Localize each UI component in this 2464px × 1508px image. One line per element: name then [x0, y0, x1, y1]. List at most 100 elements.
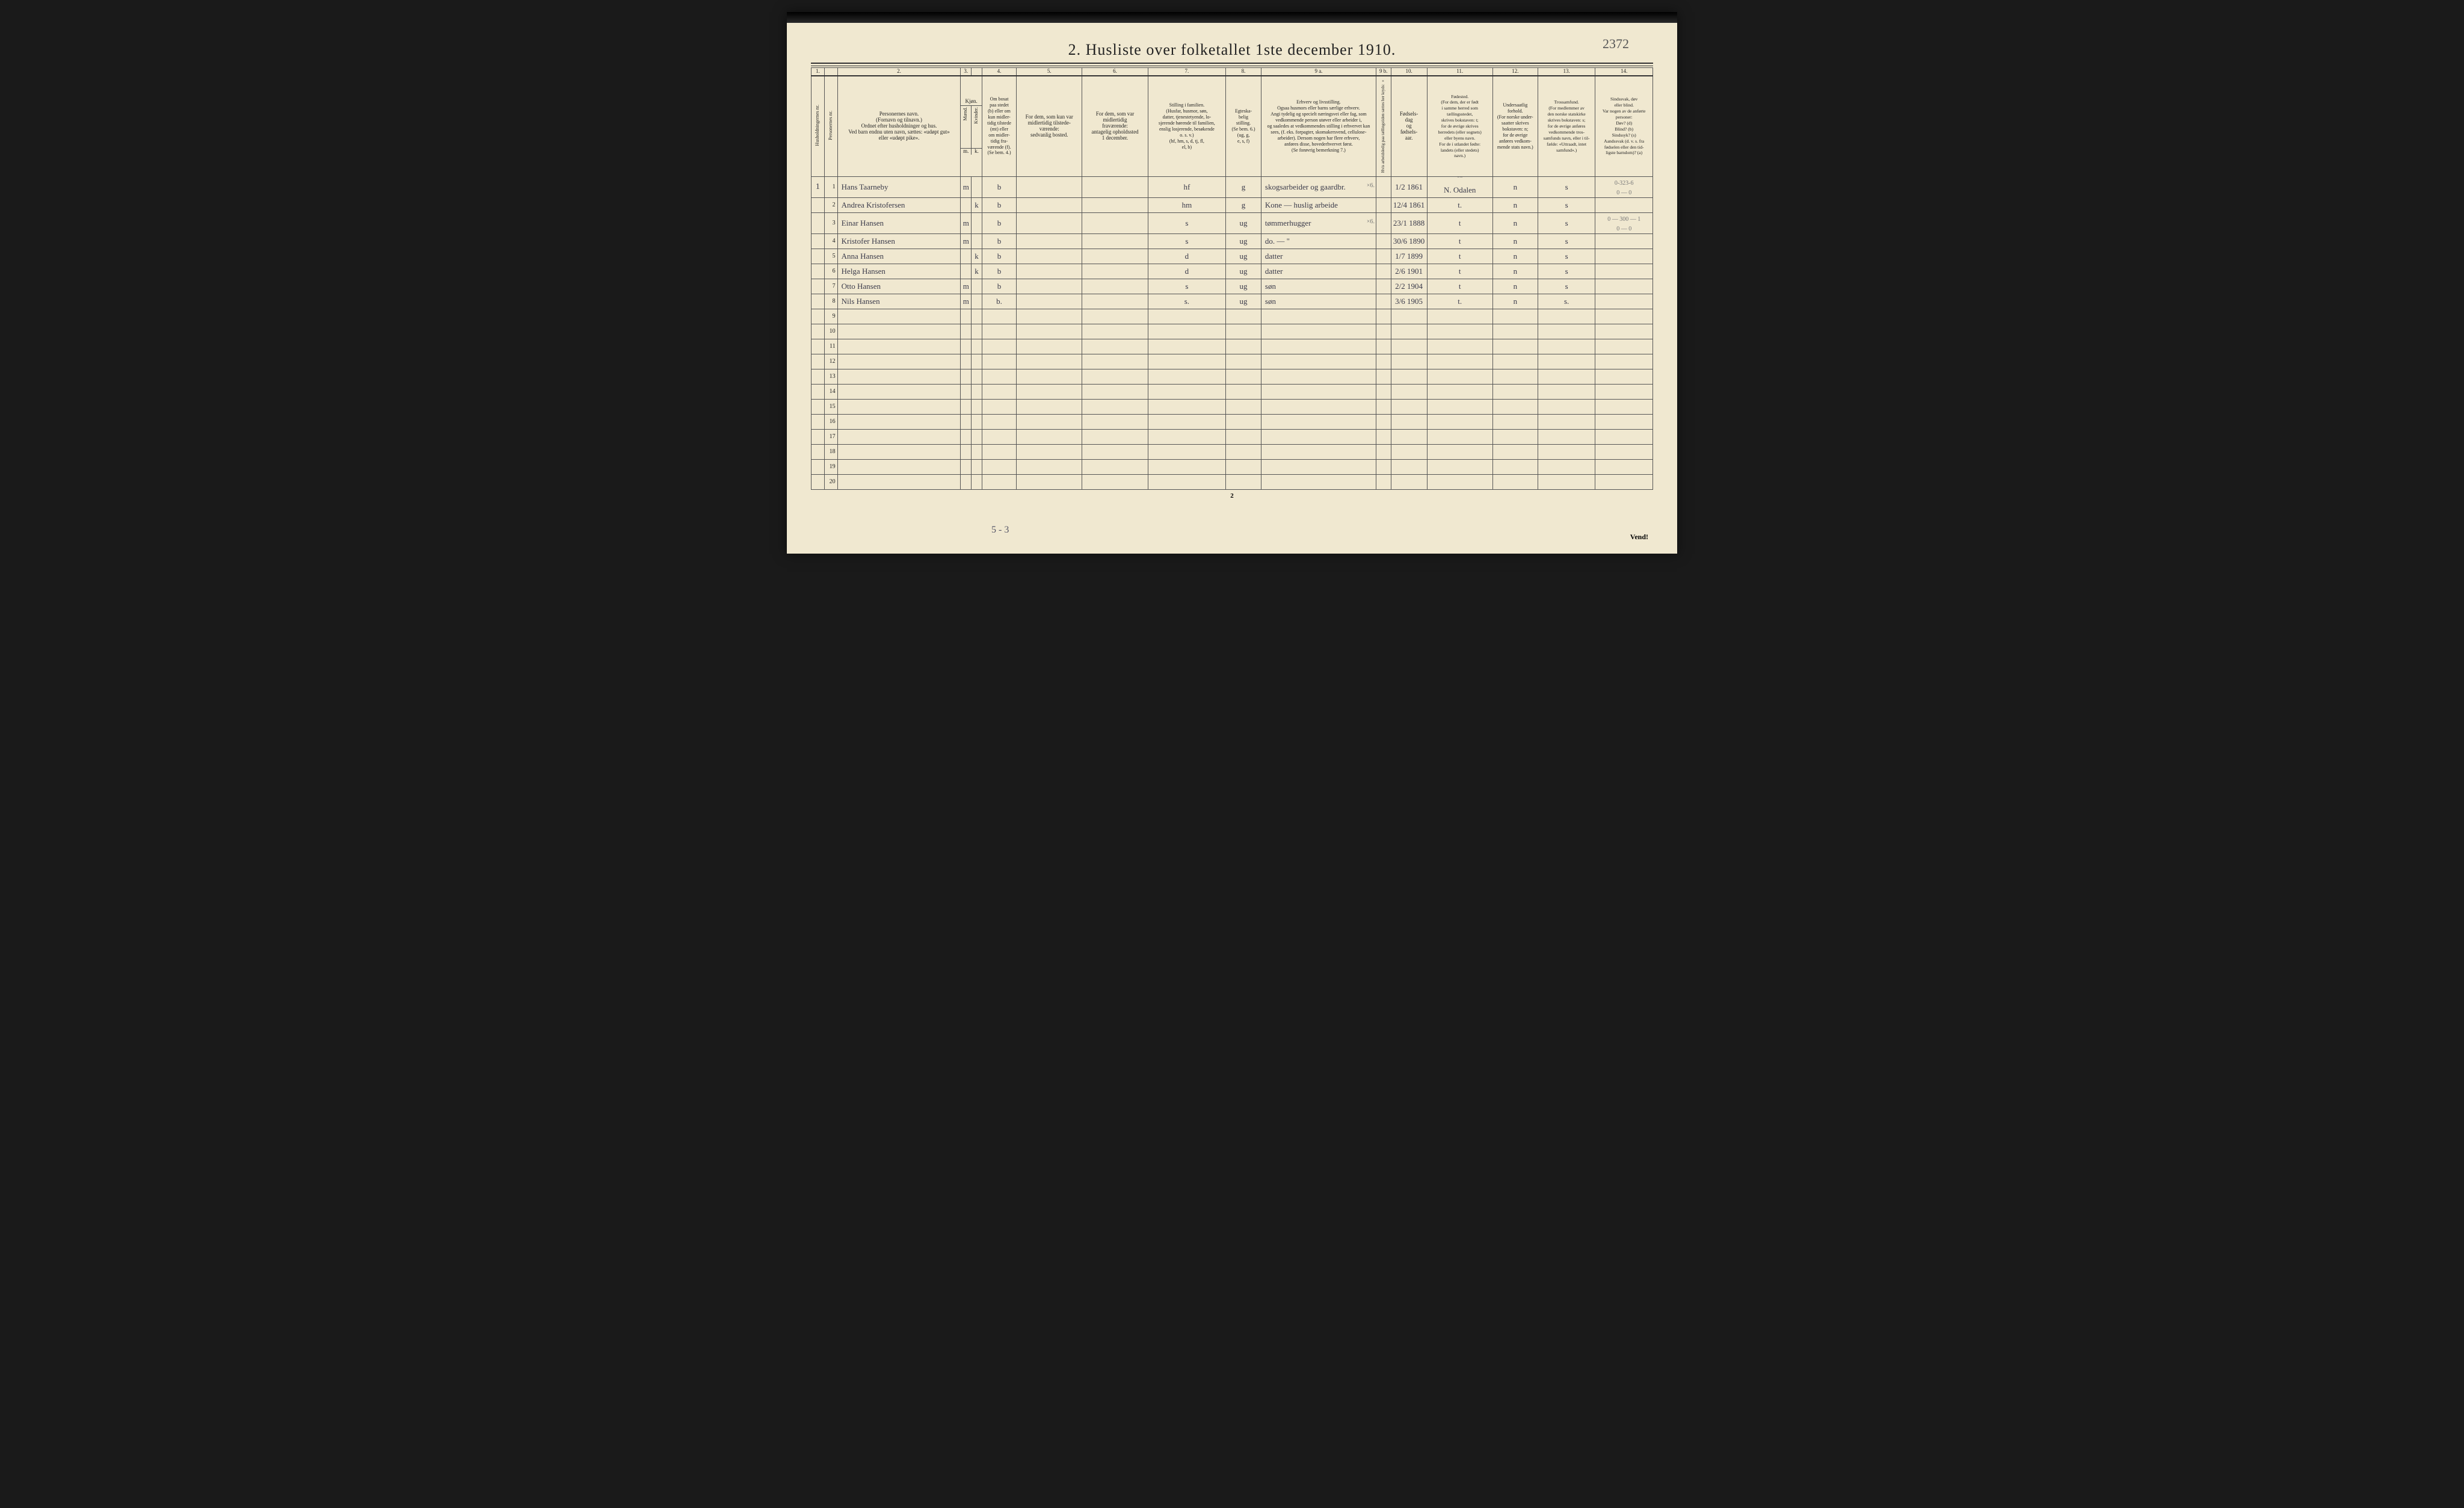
table-cell: k — [972, 249, 982, 264]
table-cell — [1427, 384, 1492, 399]
table-cell — [1226, 339, 1261, 354]
table-cell — [961, 324, 972, 339]
column-number: 11. — [1427, 68, 1492, 76]
table-cell — [1595, 474, 1653, 489]
table-cell — [1376, 339, 1391, 354]
column-number — [824, 68, 837, 76]
table-cell: s — [1538, 279, 1595, 294]
table-cell: n — [1492, 264, 1538, 279]
table-cell — [1427, 369, 1492, 384]
table-cell — [1017, 459, 1082, 474]
table-cell: 23/1 1888 — [1391, 212, 1427, 233]
table-cell: 1 — [824, 176, 837, 197]
table-cell: t — [1427, 233, 1492, 249]
table-cell — [1148, 309, 1226, 324]
table-cell: 12 — [824, 354, 837, 369]
table-cell — [812, 324, 825, 339]
table-cell — [1391, 444, 1427, 459]
table-cell — [1427, 399, 1492, 414]
table-row: 11Hans Taarnebymbhfgskogsarbeider og gaa… — [812, 176, 1653, 197]
table-cell: 1/7 1899 — [1391, 249, 1427, 264]
table-cell — [1492, 399, 1538, 414]
table-cell — [1148, 414, 1226, 429]
table-cell: s — [1538, 212, 1595, 233]
table-cell: s — [1538, 264, 1595, 279]
handwritten-page-number: 2372 — [1603, 36, 1629, 52]
table-cell — [961, 414, 972, 429]
table-cell: 14 — [824, 384, 837, 399]
table-cell — [1538, 399, 1595, 414]
table-cell — [1595, 279, 1653, 294]
table-cell: s — [1538, 197, 1595, 212]
column-number: 9 b. — [1376, 68, 1391, 76]
table-cell — [982, 354, 1016, 369]
hdr-navn: Personernes navn. (Fornavn og tilnavn.) … — [837, 76, 961, 177]
table-cell — [1492, 309, 1538, 324]
table-cell — [1226, 399, 1261, 414]
table-cell — [1148, 444, 1226, 459]
table-cell — [1261, 399, 1376, 414]
table-cell — [1148, 384, 1226, 399]
table-cell — [1261, 354, 1376, 369]
hdr-sindssvak: Sindssvak, døv eller blind. Var nogen av… — [1595, 76, 1653, 177]
table-cell — [972, 414, 982, 429]
table-cell: s — [1538, 176, 1595, 197]
hdr-egteskab-label: Egteska- belig stilling. (Se bem. 6.) (u… — [1231, 108, 1255, 143]
table-cell — [812, 309, 825, 324]
table-cell — [1226, 474, 1261, 489]
table-cell: tømmerhugger×6. — [1261, 212, 1376, 233]
table-cell — [812, 444, 825, 459]
column-number: 7. — [1148, 68, 1226, 76]
table-cell: datter — [1261, 249, 1376, 264]
hdr-personnr: Personernes nr. — [824, 76, 837, 177]
table-cell: ug — [1226, 294, 1261, 309]
table-cell: 17 — [824, 429, 837, 444]
table-cell — [1391, 474, 1427, 489]
table-cell — [812, 197, 825, 212]
table-cell — [1226, 459, 1261, 474]
table-cell: ug — [1226, 233, 1261, 249]
table-cell — [1427, 429, 1492, 444]
table-cell — [972, 399, 982, 414]
hdr-undersaat: Undersaatlig forhold. (For norske under-… — [1492, 76, 1538, 177]
census-table: 1.2.3.4.5.6.7.8.9 a.9 b.10.11.12.13.14. … — [811, 67, 1653, 490]
table-cell — [982, 414, 1016, 429]
table-row: 11 — [812, 339, 1653, 354]
table-cell: s — [1148, 233, 1226, 249]
table-cell — [1082, 384, 1148, 399]
table-cell — [1082, 414, 1148, 429]
table-cell: 1/2 1861 — [1391, 176, 1427, 197]
table-cell: s — [1538, 249, 1595, 264]
table-cell — [1391, 399, 1427, 414]
table-cell — [1017, 444, 1082, 459]
hdr-midl-tilstede: For dem, som kun var midlertidig tilsted… — [1017, 76, 1082, 177]
table-cell — [1082, 354, 1148, 369]
table-cell — [837, 429, 961, 444]
table-cell: m — [961, 294, 972, 309]
table-cell — [1017, 474, 1082, 489]
table-cell — [1492, 324, 1538, 339]
table-cell — [972, 444, 982, 459]
table-cell — [961, 339, 972, 354]
table-cell — [1017, 309, 1082, 324]
table-cell: b. — [982, 294, 1016, 309]
table-cell — [1376, 294, 1391, 309]
table-cell — [1595, 309, 1653, 324]
table-row: 4Kristofer Hansenmbsugdo. — "30/6 1890tn… — [812, 233, 1653, 249]
table-cell: b — [982, 176, 1016, 197]
table-cell — [1148, 369, 1226, 384]
table-cell — [1595, 459, 1653, 474]
table-cell — [961, 264, 972, 279]
table-cell — [982, 309, 1016, 324]
table-cell: ug — [1226, 212, 1261, 233]
table-cell — [961, 309, 972, 324]
table-cell — [1261, 309, 1376, 324]
table-cell: 8 — [824, 294, 837, 309]
hdr-arbeidsledig: Hvis arbeidsledig paa tællingstiden sætt… — [1376, 76, 1391, 177]
table-cell — [1391, 339, 1427, 354]
table-cell — [1148, 474, 1226, 489]
table-cell — [1595, 414, 1653, 429]
table-cell — [1538, 384, 1595, 399]
table-cell — [1082, 197, 1148, 212]
table-cell — [1391, 369, 1427, 384]
